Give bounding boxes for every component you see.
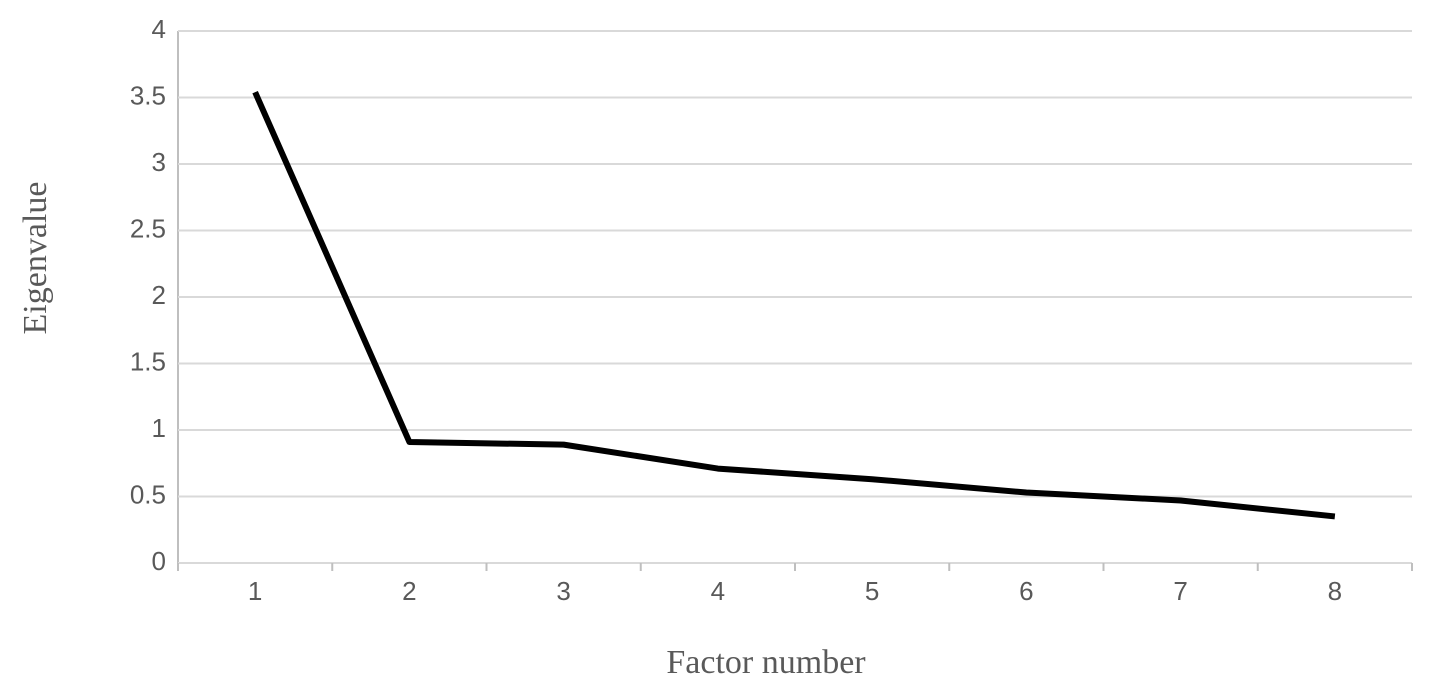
y-tick-label: 3 [152, 147, 166, 177]
x-tick-label: 4 [711, 576, 725, 606]
x-tick-label: 6 [1019, 576, 1033, 606]
x-tick-label: 1 [248, 576, 262, 606]
x-axis-title: Factor number [666, 644, 866, 681]
y-tick-label: 2 [152, 280, 166, 310]
x-tick-label: 3 [556, 576, 570, 606]
y-tick-label: 4 [152, 14, 166, 44]
y-tick-label: 1.5 [130, 346, 166, 376]
y-tick-label: 1 [152, 413, 166, 443]
x-tick-label: 8 [1328, 576, 1342, 606]
data-line [252, 90, 1336, 520]
x-tick-label: 7 [1173, 576, 1187, 606]
y-tick-label: 0.5 [130, 479, 166, 509]
y-axis-title: Eigenvalue [17, 182, 54, 335]
y-tick-label: 0 [152, 546, 166, 576]
y-tick-label: 2.5 [130, 213, 166, 243]
x-tick-label: 5 [865, 576, 879, 606]
x-tick-label: 2 [402, 576, 416, 606]
y-tick-label: 3.5 [130, 80, 166, 110]
